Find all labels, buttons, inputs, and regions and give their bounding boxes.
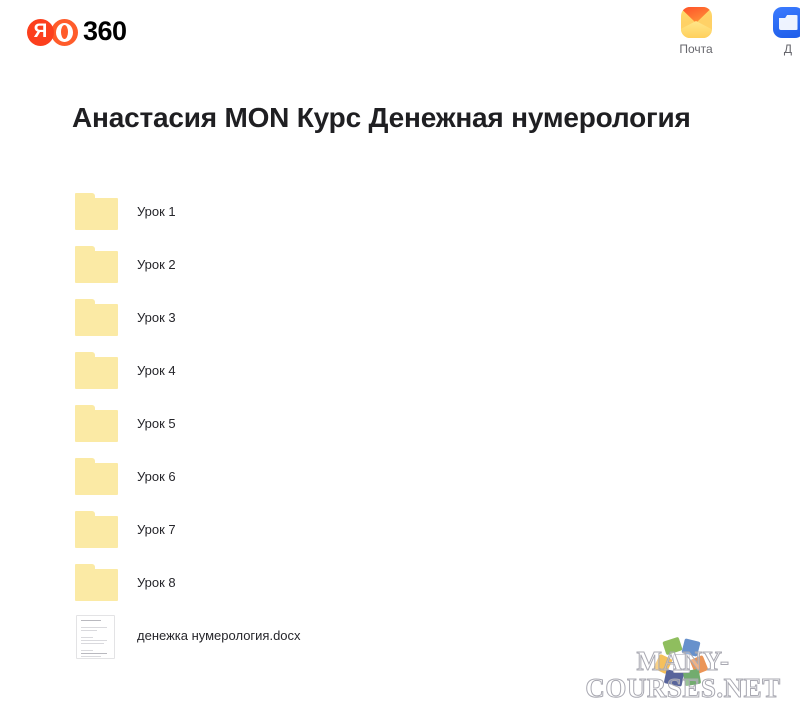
doc-line [81,650,93,651]
globe-shard [673,654,690,673]
globe-shard [681,638,700,656]
folder-icon [75,246,118,283]
yandex-360-eye-icon [51,19,78,46]
doc-line [81,653,107,654]
service-disk[interactable]: Д [760,7,800,55]
file-name: Урок 6 [137,470,176,483]
file-name: Урок 4 [137,364,176,377]
folder-body [75,463,118,495]
globe-shard [664,669,685,686]
list-item[interactable]: Урок 7 [72,503,492,556]
file-thumbnail [72,456,118,497]
file-thumbnail [72,350,118,391]
list-item[interactable]: Урок 6 [72,450,492,503]
doc-line [81,630,97,631]
list-item[interactable]: Урок 2 [72,238,492,291]
doc-line [81,637,93,638]
list-item[interactable]: Урок 8 [72,556,492,609]
yandex-ya-icon: Я [27,19,54,46]
doc-line [81,643,104,644]
site-header: Я 360 Почта Д [0,0,800,68]
service-mail-label: Почта [679,43,712,55]
folder-body [75,569,118,601]
folder-body [75,304,118,336]
doc-line [81,627,107,628]
doc-line [81,640,107,641]
list-item[interactable]: Урок 1 [72,185,492,238]
list-item[interactable]: Урок 5 [72,397,492,450]
service-shortcuts: Почта Д [668,7,800,55]
file-thumbnail [72,562,118,603]
list-item[interactable]: Урок 4 [72,344,492,397]
folder-icon [75,405,118,442]
mail-icon [681,7,712,38]
file-thumbnail [72,403,118,444]
file-name: Урок 8 [137,576,176,589]
watermark-text: MANY-COURSES.NET [566,648,800,702]
disk-icon [773,7,800,38]
brand-360-text: 360 [83,18,127,45]
watermark: MANY-COURSES.NET [566,634,800,696]
folder-icon [75,511,118,548]
globe-shard [683,669,701,687]
service-disk-label: Д [784,43,792,55]
file-name: Урок 7 [137,523,176,536]
eye-ring [56,23,73,42]
page-title: Анастасия MON Курс Денежная нумерология [72,101,691,135]
yandex-ya-letter: Я [34,22,48,41]
folder-body [75,357,118,389]
file-thumbnail [72,244,118,285]
file-name: Урок 2 [137,258,176,271]
folder-icon [75,564,118,601]
file-list: Урок 1 Урок 2 Урок 3 Урок 4 [72,185,492,662]
doc-line [81,620,101,621]
folder-body [75,410,118,442]
folder-body [75,251,118,283]
folder-body [75,516,118,548]
file-name: Урок 1 [137,205,176,218]
service-mail[interactable]: Почта [668,7,724,55]
file-name: Урок 5 [137,417,176,430]
folder-body [75,198,118,230]
folder-icon [75,458,118,495]
list-item[interactable]: Урок 3 [72,291,492,344]
folder-icon [75,193,118,230]
list-item[interactable]: денежка нумерология.docx [72,609,492,662]
globe-shard [653,654,673,675]
doc-line [81,656,101,657]
document-icon [76,615,115,659]
many-courses-globe-icon [652,634,710,692]
eye-pupil [61,25,68,39]
file-thumbnail [72,191,118,232]
globe-shard [690,655,709,675]
folder-icon [75,299,118,336]
file-thumbnail [72,615,118,656]
file-name: денежка нумерология.docx [137,629,301,642]
file-thumbnail [72,297,118,338]
folder-icon [75,352,118,389]
file-name: Урок 3 [137,311,176,324]
file-thumbnail [72,509,118,550]
yandex-360-logo[interactable]: Я 360 [27,17,127,47]
globe-shard [662,637,682,656]
